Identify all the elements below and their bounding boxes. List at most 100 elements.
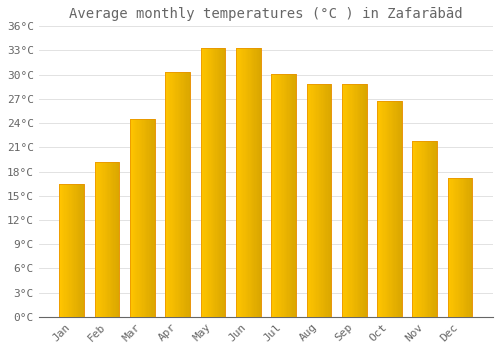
Bar (330, 84, 331, 317)
Bar (68, 184, 70, 317)
Bar (248, 48, 250, 317)
Bar (466, 178, 468, 317)
Bar (364, 84, 366, 317)
Title: Average monthly temperatures (°C ) in Zafarābād: Average monthly temperatures (°C ) in Za… (69, 7, 462, 21)
Bar (400, 100, 402, 317)
Bar (141, 119, 142, 317)
Bar (236, 48, 237, 317)
Bar (151, 119, 152, 317)
Bar (240, 48, 241, 317)
Bar (271, 74, 272, 317)
Bar (384, 100, 386, 317)
Bar (462, 178, 464, 317)
Bar (393, 100, 394, 317)
Bar (278, 74, 280, 317)
Bar (176, 72, 178, 317)
Bar (97, 162, 98, 317)
Bar (328, 84, 329, 317)
Bar (414, 141, 415, 317)
Bar (285, 74, 286, 317)
Bar (306, 84, 331, 317)
Bar (306, 84, 308, 317)
Bar (212, 48, 213, 317)
Bar (130, 119, 155, 317)
Bar (354, 84, 356, 317)
Bar (64, 184, 66, 317)
Bar (308, 84, 309, 317)
Bar (104, 162, 106, 317)
Bar (416, 141, 418, 317)
Bar (378, 100, 380, 317)
Bar (60, 184, 84, 317)
Bar (459, 178, 460, 317)
Bar (170, 72, 172, 317)
Bar (111, 162, 112, 317)
Bar (76, 184, 78, 317)
Bar (238, 48, 240, 317)
Bar (154, 119, 155, 317)
Bar (222, 48, 223, 317)
Bar (206, 48, 207, 317)
Bar (427, 141, 428, 317)
Bar (200, 48, 202, 317)
Bar (202, 48, 203, 317)
Bar (142, 119, 144, 317)
Bar (425, 141, 426, 317)
Bar (253, 48, 254, 317)
Bar (436, 141, 437, 317)
Bar (134, 119, 135, 317)
Bar (412, 141, 437, 317)
Bar (455, 178, 456, 317)
Bar (471, 178, 472, 317)
Bar (454, 178, 455, 317)
Bar (275, 74, 276, 317)
Bar (218, 48, 219, 317)
Bar (166, 72, 168, 317)
Bar (179, 72, 180, 317)
Bar (280, 74, 281, 317)
Bar (422, 141, 424, 317)
Bar (456, 178, 458, 317)
Bar (350, 84, 352, 317)
Bar (63, 184, 64, 317)
Bar (314, 84, 315, 317)
Bar (96, 162, 97, 317)
Bar (148, 119, 150, 317)
Bar (80, 184, 82, 317)
Bar (216, 48, 218, 317)
Bar (189, 72, 190, 317)
Bar (60, 184, 62, 317)
Bar (224, 48, 226, 317)
Bar (363, 84, 364, 317)
Bar (210, 48, 212, 317)
Bar (213, 48, 214, 317)
Bar (257, 48, 258, 317)
Bar (352, 84, 353, 317)
Bar (185, 72, 186, 317)
Bar (256, 48, 257, 317)
Bar (396, 100, 397, 317)
Bar (236, 48, 260, 317)
Bar (343, 84, 344, 317)
Bar (309, 84, 310, 317)
Bar (281, 74, 282, 317)
Bar (254, 48, 256, 317)
Bar (382, 100, 384, 317)
Bar (220, 48, 222, 317)
Bar (319, 84, 320, 317)
Bar (130, 119, 132, 317)
Bar (322, 84, 324, 317)
Bar (394, 100, 396, 317)
Bar (101, 162, 102, 317)
Bar (326, 84, 328, 317)
Bar (458, 178, 459, 317)
Bar (412, 141, 414, 317)
Bar (152, 119, 154, 317)
Bar (381, 100, 382, 317)
Bar (282, 74, 284, 317)
Bar (271, 74, 296, 317)
Bar (180, 72, 182, 317)
Bar (169, 72, 170, 317)
Bar (136, 119, 138, 317)
Bar (208, 48, 210, 317)
